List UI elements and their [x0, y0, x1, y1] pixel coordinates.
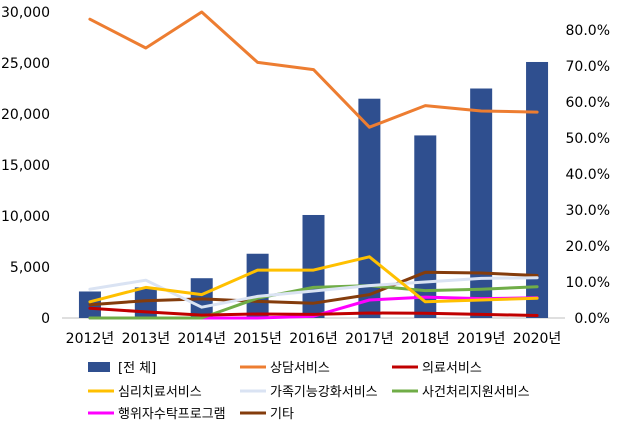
legend-label: [전 체] — [118, 361, 156, 376]
legend-item: 심리치료서비스 — [88, 385, 202, 400]
y-right-tick-label: 30.0% — [566, 203, 610, 219]
legend-item: 행위자수탁프로그램 — [88, 406, 226, 422]
y-left-tick-label: 30,000 — [1, 5, 50, 21]
y-left-tick-label: 0 — [41, 311, 50, 327]
legend-label: 의료서비스 — [422, 361, 482, 376]
series-line — [88, 255, 539, 304]
legend-label: 상담서비스 — [270, 361, 330, 376]
y-right-tick-label: 50.0% — [566, 131, 610, 147]
y-left-tick-label: 15,000 — [1, 158, 50, 174]
series-line — [88, 284, 539, 320]
legend-item: 의료서비스 — [392, 361, 482, 376]
y-left-tick-label: 5,000 — [10, 260, 50, 276]
legend-item: 사건처리지원서비스 — [392, 385, 530, 400]
legend-item: [전 체] — [88, 361, 156, 376]
legend-label: 가족기능강화서비스 — [270, 385, 378, 400]
legend-label: 심리치료서비스 — [118, 385, 202, 400]
y-right-tick-label: 0.0% — [574, 311, 610, 327]
series-line — [88, 270, 539, 307]
x-tick-label: 2016년 — [289, 331, 338, 347]
x-tick-label: 2018년 — [401, 331, 450, 347]
y-left-tick-label: 20,000 — [1, 107, 50, 123]
series-line — [88, 10, 539, 129]
legend-label: 행위자수탁프로그램 — [118, 406, 226, 422]
y-right-tick-label: 10.0% — [566, 275, 610, 291]
series-line — [88, 306, 539, 317]
bar — [526, 61, 549, 318]
legend-swatch — [88, 362, 110, 372]
legend-item: 기타 — [240, 407, 294, 422]
legend-item: 가족기능강화서비스 — [240, 385, 378, 400]
bar — [246, 253, 269, 318]
lines-layer — [88, 10, 539, 320]
y-left-tick-label: 25,000 — [1, 56, 50, 72]
x-tick-label: 2015년 — [233, 331, 282, 347]
legend-item: 상담서비스 — [240, 361, 330, 376]
y-right-tick-label: 70.0% — [566, 59, 610, 75]
y-left-tick-label: 10,000 — [1, 209, 50, 225]
y-right-tick-label: 80.0% — [566, 23, 610, 39]
y-right-tick-label: 60.0% — [566, 95, 610, 111]
y-right-tick-label: 40.0% — [566, 167, 610, 183]
legend-label: 기타 — [270, 407, 294, 422]
axes-layer: 0 5,000 10,000 15,000 20,000 25,000 30,000 0.0%… — [1, 5, 610, 347]
y-right-tick-label: 20.0% — [566, 239, 610, 255]
x-tick-label: 2012년 — [66, 331, 115, 347]
x-tick-label: 2019년 — [457, 331, 506, 347]
x-tick-label: 2020년 — [513, 331, 562, 347]
x-tick-label: 2013년 — [122, 331, 171, 347]
x-tick-label: 2017년 — [345, 331, 394, 347]
legend-label: 사건처리지원서비스 — [422, 385, 530, 400]
bar — [470, 88, 493, 318]
bar — [358, 98, 381, 318]
x-tick-label: 2014년 — [177, 331, 226, 347]
